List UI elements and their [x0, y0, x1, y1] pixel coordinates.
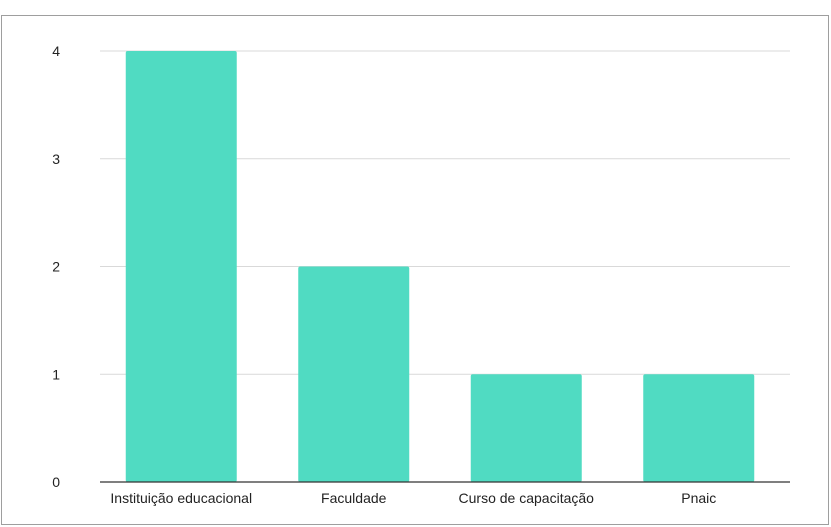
bar-1	[125, 51, 237, 482]
x-tick-label-3: Curso de capacitação	[459, 490, 595, 506]
x-tick-label-2: Faculdade	[321, 490, 387, 506]
y-tick-label-3: 3	[52, 151, 60, 167]
y-tick-labels: 0 1 2 3 4	[52, 43, 60, 490]
x-tick-labels: Instituição educacional Faculdade Curso de…	[110, 490, 716, 506]
y-tick-label-2: 2	[52, 259, 60, 275]
y-tick-label-1: 1	[52, 366, 60, 382]
y-tick-label-0: 0	[52, 474, 60, 490]
x-tick-label-4: Pnaic	[681, 490, 716, 506]
y-tick-label-4: 4	[52, 43, 60, 59]
bar-4	[643, 374, 755, 482]
bars	[125, 51, 755, 482]
bar-3	[470, 374, 582, 482]
bar-2	[298, 266, 410, 482]
x-tick-label-1: Instituição educacional	[110, 490, 252, 506]
